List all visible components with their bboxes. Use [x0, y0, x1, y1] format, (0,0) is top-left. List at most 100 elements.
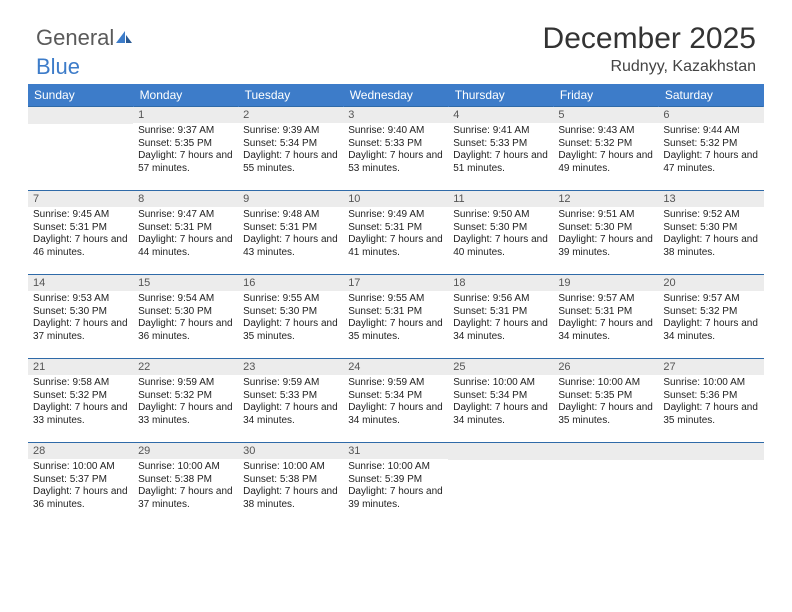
calendar-row: 21Sunrise: 9:58 AMSunset: 5:32 PMDayligh… [28, 359, 764, 443]
day-number: 24 [343, 359, 448, 375]
sunrise-line: Sunrise: 9:59 AM [138, 377, 233, 390]
sunset-line: Sunset: 5:32 PM [558, 138, 653, 151]
empty-day-header [658, 443, 763, 460]
daylight-line: Daylight: 7 hours and 37 minutes. [138, 486, 233, 511]
day-details: Sunrise: 9:39 AMSunset: 5:34 PMDaylight:… [238, 123, 343, 179]
calendar-cell: 17Sunrise: 9:55 AMSunset: 5:31 PMDayligh… [343, 275, 448, 359]
day-details: Sunrise: 9:57 AMSunset: 5:32 PMDaylight:… [658, 291, 763, 347]
day-number: 21 [28, 359, 133, 375]
calendar-cell: 28Sunrise: 10:00 AMSunset: 5:37 PMDaylig… [28, 443, 133, 527]
daylight-line: Daylight: 7 hours and 55 minutes. [243, 150, 338, 175]
calendar-cell: 10Sunrise: 9:49 AMSunset: 5:31 PMDayligh… [343, 191, 448, 275]
empty-day-header [448, 443, 553, 460]
day-details: Sunrise: 9:41 AMSunset: 5:33 PMDaylight:… [448, 123, 553, 179]
calendar-cell: 20Sunrise: 9:57 AMSunset: 5:32 PMDayligh… [658, 275, 763, 359]
day-number: 19 [553, 275, 658, 291]
day-details: Sunrise: 9:43 AMSunset: 5:32 PMDaylight:… [553, 123, 658, 179]
day-number: 18 [448, 275, 553, 291]
day-number: 29 [133, 443, 238, 459]
sunset-line: Sunset: 5:31 PM [453, 306, 548, 319]
calendar-cell: 26Sunrise: 10:00 AMSunset: 5:35 PMDaylig… [553, 359, 658, 443]
day-details: Sunrise: 9:59 AMSunset: 5:34 PMDaylight:… [343, 375, 448, 431]
daylight-line: Daylight: 7 hours and 43 minutes. [243, 234, 338, 259]
day-details: Sunrise: 9:50 AMSunset: 5:30 PMDaylight:… [448, 207, 553, 263]
daylight-line: Daylight: 7 hours and 37 minutes. [33, 318, 128, 343]
day-details: Sunrise: 9:55 AMSunset: 5:31 PMDaylight:… [343, 291, 448, 347]
sunset-line: Sunset: 5:31 PM [558, 306, 653, 319]
day-details: Sunrise: 10:00 AMSunset: 5:38 PMDaylight… [238, 459, 343, 515]
page-title: December 2025 [543, 22, 756, 56]
daylight-line: Daylight: 7 hours and 41 minutes. [348, 234, 443, 259]
calendar-cell: 25Sunrise: 10:00 AMSunset: 5:34 PMDaylig… [448, 359, 553, 443]
day-number: 12 [553, 191, 658, 207]
day-number: 15 [133, 275, 238, 291]
sunrise-line: Sunrise: 9:57 AM [558, 293, 653, 306]
calendar-cell: 27Sunrise: 10:00 AMSunset: 5:36 PMDaylig… [658, 359, 763, 443]
daylight-line: Daylight: 7 hours and 49 minutes. [558, 150, 653, 175]
sunset-line: Sunset: 5:33 PM [348, 138, 443, 151]
calendar-cell: 16Sunrise: 9:55 AMSunset: 5:30 PMDayligh… [238, 275, 343, 359]
calendar-row: 28Sunrise: 10:00 AMSunset: 5:37 PMDaylig… [28, 443, 764, 527]
calendar-cell: 12Sunrise: 9:51 AMSunset: 5:30 PMDayligh… [553, 191, 658, 275]
calendar-cell: 4Sunrise: 9:41 AMSunset: 5:33 PMDaylight… [448, 107, 553, 191]
logo-text-2: Blue [36, 54, 80, 79]
sunrise-line: Sunrise: 9:37 AM [138, 125, 233, 138]
sunrise-line: Sunrise: 9:55 AM [243, 293, 338, 306]
day-number: 11 [448, 191, 553, 207]
calendar-cell: 8Sunrise: 9:47 AMSunset: 5:31 PMDaylight… [133, 191, 238, 275]
calendar-cell [658, 443, 763, 527]
day-details: Sunrise: 9:59 AMSunset: 5:33 PMDaylight:… [238, 375, 343, 431]
daylight-line: Daylight: 7 hours and 34 minutes. [348, 402, 443, 427]
sunrise-line: Sunrise: 9:44 AM [663, 125, 758, 138]
calendar-cell: 29Sunrise: 10:00 AMSunset: 5:38 PMDaylig… [133, 443, 238, 527]
daylight-line: Daylight: 7 hours and 36 minutes. [33, 486, 128, 511]
day-details: Sunrise: 9:44 AMSunset: 5:32 PMDaylight:… [658, 123, 763, 179]
sail-icon [115, 24, 133, 50]
daylight-line: Daylight: 7 hours and 34 minutes. [453, 318, 548, 343]
sunset-line: Sunset: 5:30 PM [138, 306, 233, 319]
day-details: Sunrise: 10:00 AMSunset: 5:37 PMDaylight… [28, 459, 133, 515]
sunrise-line: Sunrise: 9:54 AM [138, 293, 233, 306]
day-details: Sunrise: 10:00 AMSunset: 5:38 PMDaylight… [133, 459, 238, 515]
sunset-line: Sunset: 5:34 PM [243, 138, 338, 151]
calendar-cell: 6Sunrise: 9:44 AMSunset: 5:32 PMDaylight… [658, 107, 763, 191]
sunset-line: Sunset: 5:35 PM [138, 138, 233, 151]
day-details: Sunrise: 9:53 AMSunset: 5:30 PMDaylight:… [28, 291, 133, 347]
calendar-cell: 15Sunrise: 9:54 AMSunset: 5:30 PMDayligh… [133, 275, 238, 359]
brand-logo: General Blue [36, 24, 133, 80]
daylight-line: Daylight: 7 hours and 35 minutes. [558, 402, 653, 427]
daylight-line: Daylight: 7 hours and 39 minutes. [348, 486, 443, 511]
sunset-line: Sunset: 5:30 PM [453, 222, 548, 235]
empty-day-header [28, 107, 133, 124]
daylight-line: Daylight: 7 hours and 33 minutes. [33, 402, 128, 427]
weekday-header: Monday [133, 84, 238, 107]
sunset-line: Sunset: 5:37 PM [33, 474, 128, 487]
day-details: Sunrise: 9:55 AMSunset: 5:30 PMDaylight:… [238, 291, 343, 347]
day-number: 27 [658, 359, 763, 375]
sunrise-line: Sunrise: 9:48 AM [243, 209, 338, 222]
sunrise-line: Sunrise: 9:51 AM [558, 209, 653, 222]
daylight-line: Daylight: 7 hours and 53 minutes. [348, 150, 443, 175]
calendar-body: 1Sunrise: 9:37 AMSunset: 5:35 PMDaylight… [28, 107, 764, 527]
day-number: 31 [343, 443, 448, 459]
daylight-line: Daylight: 7 hours and 34 minutes. [558, 318, 653, 343]
sunrise-line: Sunrise: 10:00 AM [33, 461, 128, 474]
daylight-line: Daylight: 7 hours and 34 minutes. [663, 318, 758, 343]
sunset-line: Sunset: 5:31 PM [348, 306, 443, 319]
daylight-line: Daylight: 7 hours and 40 minutes. [453, 234, 548, 259]
sunset-line: Sunset: 5:32 PM [33, 390, 128, 403]
day-number: 22 [133, 359, 238, 375]
day-details: Sunrise: 9:47 AMSunset: 5:31 PMDaylight:… [133, 207, 238, 263]
day-details: Sunrise: 9:49 AMSunset: 5:31 PMDaylight:… [343, 207, 448, 263]
day-details: Sunrise: 10:00 AMSunset: 5:34 PMDaylight… [448, 375, 553, 431]
calendar-cell: 14Sunrise: 9:53 AMSunset: 5:30 PMDayligh… [28, 275, 133, 359]
sunset-line: Sunset: 5:30 PM [243, 306, 338, 319]
calendar-cell: 24Sunrise: 9:59 AMSunset: 5:34 PMDayligh… [343, 359, 448, 443]
sunrise-line: Sunrise: 9:56 AM [453, 293, 548, 306]
day-number: 6 [658, 107, 763, 123]
sunset-line: Sunset: 5:38 PM [138, 474, 233, 487]
sunrise-line: Sunrise: 9:57 AM [663, 293, 758, 306]
daylight-line: Daylight: 7 hours and 38 minutes. [243, 486, 338, 511]
sunset-line: Sunset: 5:33 PM [453, 138, 548, 151]
weekday-header: Wednesday [343, 84, 448, 107]
